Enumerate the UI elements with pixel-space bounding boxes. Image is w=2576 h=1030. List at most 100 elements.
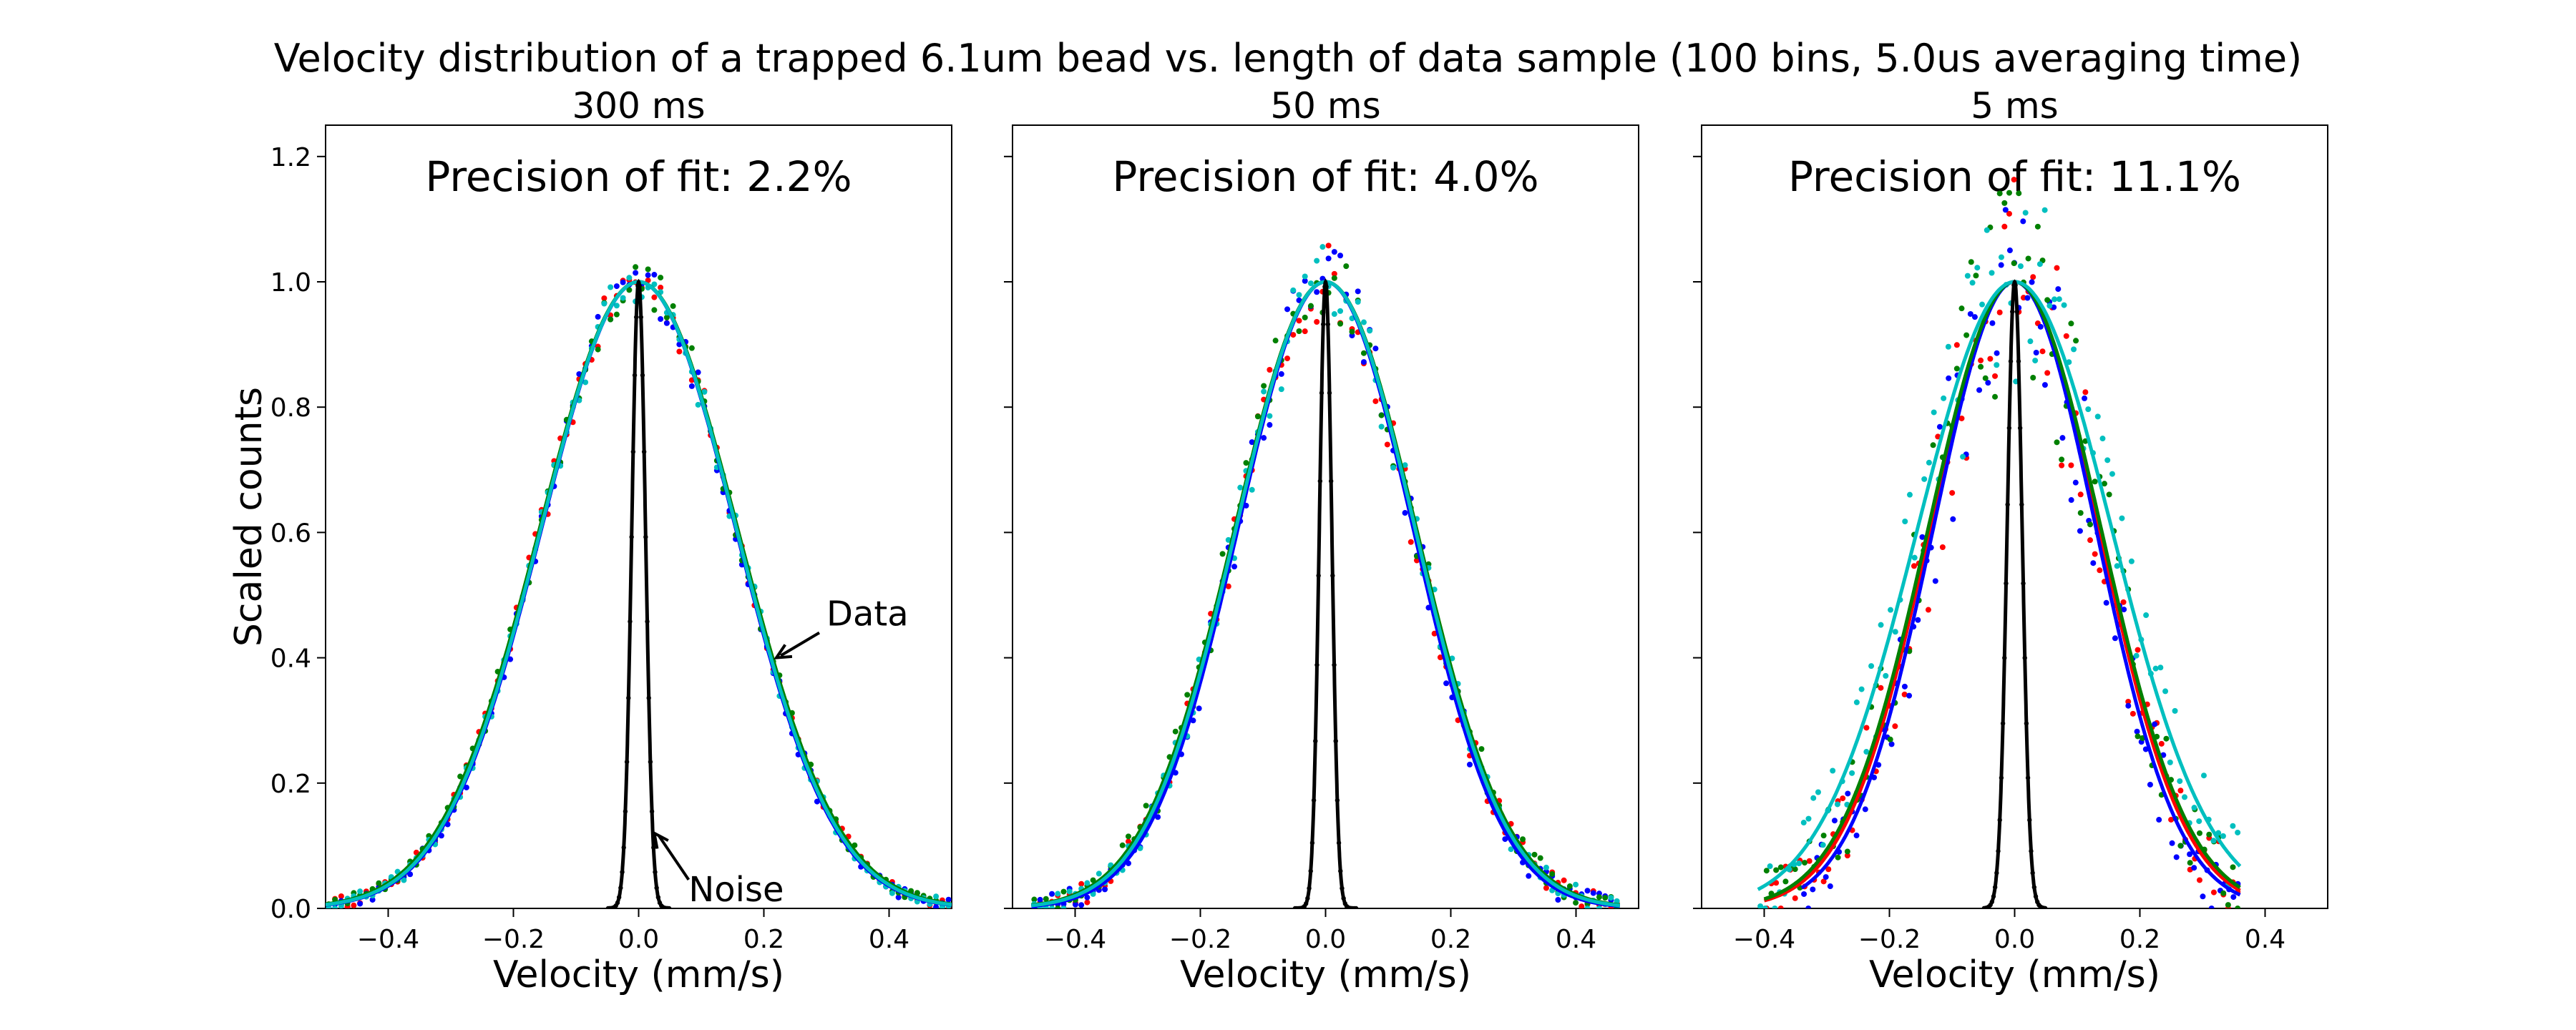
data-point-cyan [889,890,895,896]
data-point-green [2235,906,2241,908]
data-point-cyan [1863,749,1870,755]
data-point-green [2034,223,2041,230]
data-point-cyan [1964,273,1971,279]
figure-suptitle: Velocity distribution of a trapped 6.1um… [274,36,2302,81]
data-point-cyan [2220,833,2226,839]
data-point-blue [1932,578,1938,584]
data-point-cyan [2036,261,2043,268]
x-tick-label: 0.2 [743,925,784,954]
data-point-green [1343,263,1350,270]
data-point-green [1996,190,2003,197]
data-point-red [2129,710,2136,717]
data-point-green [1973,273,1979,279]
data-point-red [1825,866,1832,873]
data-point-green [1090,877,1096,883]
data-point-red [1267,366,1273,373]
data-point-green [1820,833,1827,839]
data-point-cyan [1767,863,1773,870]
data-point-cyan [2094,413,2101,420]
data-point-cyan [613,303,620,309]
data-point-red [2158,740,2165,747]
data-point-blue [814,798,820,805]
data-point-blue [1584,888,1591,894]
data-point-green [1254,413,1261,420]
data-point-red [1863,725,1870,731]
data-point-blue [2187,851,2193,858]
data-point-red [1325,242,1332,249]
data-point-red [2168,816,2175,823]
data-point-cyan [2046,303,2053,309]
data-point-green [1272,338,1279,344]
data-point-cyan [1596,906,1602,908]
data-point-blue [2090,560,2097,566]
data-point-blue [1906,692,1913,699]
data-point-green [658,275,664,281]
axes-frame [1701,124,2328,909]
fit-curve-green [326,280,952,906]
data-point-cyan [1573,881,1579,888]
data-point-cyan [1849,770,1855,776]
data-point-red [2210,889,2217,896]
annotation-arrow [779,631,821,657]
x-tick-label: −0.2 [1858,925,1921,954]
data-point-blue [1049,891,1055,897]
data-point-cyan [1060,906,1067,908]
data-point-blue [1337,252,1344,259]
data-point-green [1930,442,1936,448]
y-tick-label: 0.0 [270,895,311,924]
data-point-green [1537,855,1543,861]
data-point-red [2011,177,2017,183]
data-point-blue [2147,781,2153,788]
data-point-cyan [2143,612,2150,619]
data-point-green [1992,393,1999,400]
data-point-red [1290,332,1297,338]
data-point-cyan [1805,815,1812,822]
data-point-green [645,266,651,273]
x-axis-label: Velocity (mm/s) [1869,953,2160,996]
data-point-blue [1467,761,1473,767]
data-point-cyan [651,281,658,288]
data-point-blue [2121,607,2127,613]
data-point-red [2077,491,2084,498]
data-point-red [1561,877,1567,883]
data-point-blue [2072,479,2079,486]
data-point-green [2077,510,2084,516]
data-point-cyan [2051,296,2058,303]
data-point-cyan [1084,880,1091,886]
data-point-red [1543,885,1549,891]
data-point-cyan [1941,395,1947,401]
data-point-red [1949,490,1956,496]
axes-frame [1012,124,1639,909]
data-point-green [1055,906,1061,908]
data-point-cyan [1290,287,1297,293]
data-point-cyan [2172,707,2178,714]
data-point-green [376,880,382,886]
data-point-cyan [1508,846,1514,853]
data-point-blue [2200,893,2206,900]
data-point-cyan [1960,453,1966,460]
data-point-blue [1862,806,1868,813]
data-point-green [1119,842,1126,848]
y-tick-label: 0.2 [270,770,311,799]
data-point-red [1978,357,1984,363]
data-point-blue [1888,741,1895,747]
data-point-red [1773,880,1780,886]
data-point-blue [645,272,651,278]
x-tick-label: 0.0 [1305,925,1346,954]
data-point-green [2106,491,2112,498]
y-tick-label: 0.8 [270,393,311,423]
data-point-blue [1971,314,1978,320]
fit-curve-black [607,278,670,908]
data-point-blue [1901,683,1908,690]
data-point-red [1953,342,1960,348]
data-point-blue [1845,790,1851,797]
data-point-green [1296,328,1302,334]
data-point-red [1384,441,1390,448]
data-point-green [613,311,620,318]
data-point-blue [2068,497,2074,504]
data-point-cyan [1360,319,1367,325]
data-point-red [2030,274,2036,280]
data-point-red [1901,691,1908,697]
data-point-cyan [357,888,364,895]
data-point-blue [1278,371,1284,377]
